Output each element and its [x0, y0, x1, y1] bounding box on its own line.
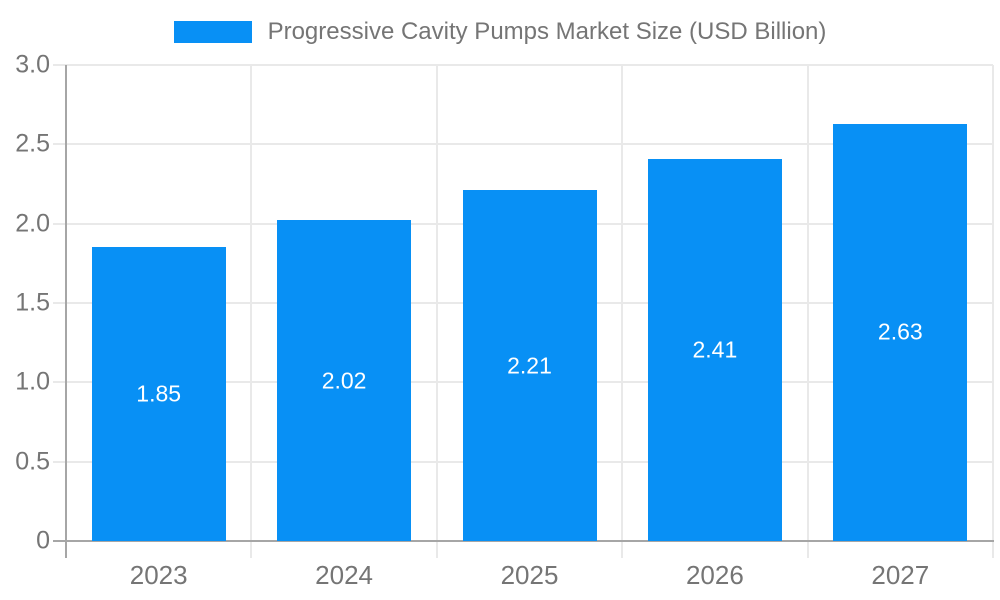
y-axis-label: 0.5 [15, 447, 50, 476]
gridline-vertical [250, 65, 253, 558]
x-axis-label: 2025 [500, 560, 559, 590]
x-axis-label: 2024 [315, 560, 374, 590]
y-axis-line [65, 65, 67, 558]
legend-label: Progressive Cavity Pumps Market Size (US… [267, 18, 827, 45]
bar[interactable] [462, 190, 597, 541]
chart-legend[interactable]: Progressive Cavity Pumps Market Size (US… [0, 16, 1000, 48]
bar[interactable] [833, 123, 968, 541]
gridline-vertical [621, 65, 624, 558]
bar-value-label: 2.02 [321, 367, 367, 394]
y-axis-label: 1.0 [15, 367, 50, 396]
gridline-vertical [806, 65, 809, 558]
x-axis-label: 2026 [685, 560, 744, 590]
gridline-horizontal [53, 64, 993, 66]
x-axis-label: 2027 [871, 560, 930, 590]
bar-value-label: 1.85 [136, 380, 182, 407]
bar-value-label: 2.41 [692, 336, 738, 363]
bar[interactable] [91, 247, 226, 541]
y-axis-label: 0 [36, 526, 50, 555]
y-axis-label: 1.5 [15, 288, 50, 317]
y-axis-label: 3.0 [15, 50, 50, 79]
x-axis-line [53, 540, 994, 542]
y-axis-label: 2.5 [15, 129, 50, 158]
legend-swatch-icon [173, 21, 252, 43]
bar[interactable] [647, 158, 782, 541]
gridline-vertical [435, 65, 438, 558]
bar-value-label: 2.21 [507, 352, 552, 379]
bar-value-label: 2.63 [877, 318, 923, 345]
bar[interactable] [277, 220, 412, 541]
x-axis-label: 2023 [129, 560, 188, 590]
gridline-vertical [992, 65, 994, 558]
y-axis-label: 2.0 [15, 209, 50, 238]
gridline-horizontal [53, 143, 993, 146]
